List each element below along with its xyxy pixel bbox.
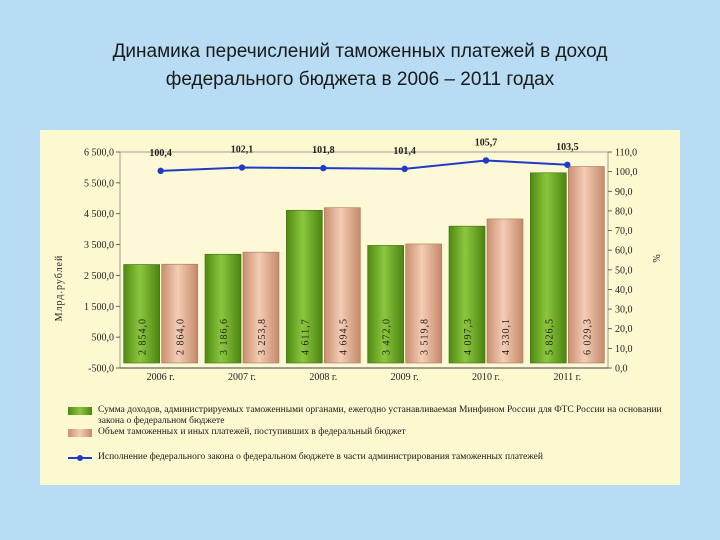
legend-text-sum: Сумма доходов, администрируемых таможенн… (98, 405, 662, 426)
bar-sum-label: 3 186,6 (219, 318, 230, 355)
y2-tick-label: 30,0 (615, 305, 633, 316)
line-point (320, 164, 327, 172)
line-point-label: 100,4 (149, 148, 172, 159)
line-execution (160, 159, 568, 172)
y2-tick-label: 50,0 (615, 265, 633, 276)
y-tick-label: 3 500,0 (84, 240, 114, 251)
line-point (482, 157, 490, 164)
bar-volume (324, 207, 361, 364)
y-tick-label: 1 500,0 (84, 302, 114, 313)
legend-item-execution: Исполнение федерального закона о федерал… (68, 452, 668, 463)
y-tick-label: 500,0 (92, 333, 115, 344)
x-tick-label: 2009 г. (391, 372, 419, 383)
legend-line-marker (68, 454, 92, 462)
legend: Сумма доходов, администрируемых таможенн… (68, 405, 668, 463)
bar-sum (448, 225, 486, 364)
x-tick-label: 2006 г. (147, 372, 175, 383)
line-point-label: 103,5 (556, 142, 579, 153)
line-point-label: 102,1 (231, 145, 254, 156)
bar-volume-label: 2 864,0 (176, 318, 187, 355)
legend-item-sum: Сумма доходов, администрируемых таможенн… (68, 405, 668, 427)
bar-sum (123, 264, 160, 364)
y-tick-label: 4 500,0 (84, 209, 114, 220)
bar-sum-label: 4 611,7 (300, 318, 311, 355)
y2-tick-label: 80,0 (615, 206, 633, 217)
bar-sum-label: 3 472,0 (382, 318, 393, 355)
x-tick-label: 2008 г. (309, 372, 337, 383)
y2-tick-label: 0,0 (615, 364, 628, 375)
line-point (238, 164, 246, 171)
line-point (564, 161, 571, 168)
y2-tick-label: 20,0 (615, 324, 633, 335)
bar-volume-label: 4 694,5 (338, 318, 349, 355)
bar-volume-label: 3 253,8 (257, 318, 268, 355)
bar-sum (530, 172, 567, 364)
x-tick-label: 2007 г. (228, 372, 256, 383)
bar-sum-label: 5 826,5 (544, 318, 555, 355)
bar-volume-label: 3 519,8 (420, 318, 431, 355)
bar-volume (486, 218, 524, 364)
bar-sum (367, 245, 404, 364)
line-point (157, 167, 164, 175)
x-tick-label: 2011 г. (554, 372, 582, 383)
y-tick-label: 6 500,0 (84, 148, 114, 159)
slide-title: Динамика перечислений таможенных платеже… (20, 38, 700, 94)
chart-svg: 6 500,0 5 500,0 4 500,0 3 500,0 2 500,0 1 500… (54, 137, 663, 383)
line-point (401, 165, 408, 173)
y2-tick-label: 70,0 (615, 226, 633, 237)
title-line-2: федерального бюджета в 2006 – 2011 годах (165, 69, 555, 90)
bar-sum-label: 4 097,3 (463, 318, 474, 355)
y-tick-label: 2 500,0 (84, 271, 114, 282)
y2-tick-label: 40,0 (615, 285, 633, 296)
bar-volume-label: 6 029,3 (582, 318, 593, 355)
x-tick-label: 2010 г. (472, 372, 500, 383)
bar-sum-label: 2 854,0 (138, 318, 149, 355)
line-point-label: 101,8 (312, 145, 335, 156)
legend-text-volume: Объем таможенных и иных платежей, поступ… (98, 427, 406, 437)
bar-volume-label: 4 330,1 (501, 318, 512, 355)
bar-volume (568, 166, 605, 364)
y2-tick-label: 10,0 (615, 344, 633, 355)
bar-sum (286, 209, 323, 364)
bar-volume (405, 243, 442, 364)
title-line-1: Динамика перечислений таможенных платеже… (112, 41, 608, 62)
y2-tick-label: 60,0 (615, 246, 633, 257)
line-point-label: 101,4 (393, 146, 416, 157)
bar-volume (242, 251, 280, 364)
y2-axis-label: % (652, 253, 663, 262)
chart-panel: 6 500,0 5 500,0 4 500,0 3 500,0 2 500,0 1 500… (40, 130, 680, 485)
y-tick-label: 5 500,0 (84, 178, 114, 189)
y2-tick-label: 90,0 (615, 187, 633, 198)
y-tick-label: -500,0 (88, 364, 114, 375)
y-axis-label: Млрд.рублей (54, 255, 65, 322)
legend-swatch-tan (68, 429, 92, 437)
plot-area (119, 151, 609, 369)
legend-swatch-green (68, 407, 92, 415)
y2-tick-label: 110,0 (615, 148, 637, 159)
y2-tick-label: 100,0 (615, 167, 638, 178)
legend-item-volume: Объем таможенных и иных платежей, поступ… (68, 427, 668, 438)
bar-sum (204, 253, 242, 364)
legend-text-execution: Исполнение федерального закона о федерал… (98, 452, 543, 462)
bar-volume (161, 263, 198, 364)
line-point-label: 105,7 (475, 137, 498, 148)
